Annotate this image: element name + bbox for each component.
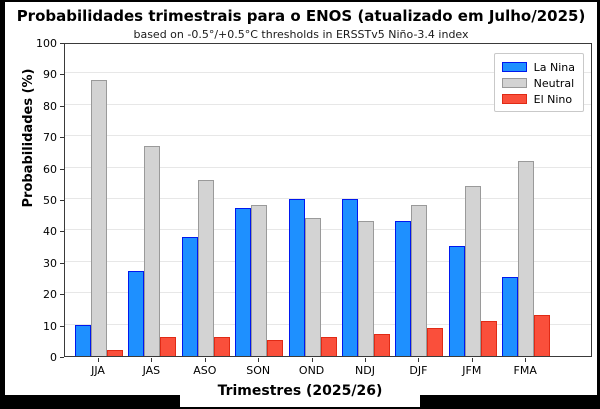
bar-SON-el-nino bbox=[267, 340, 284, 356]
bar-SON-neutral bbox=[251, 205, 268, 356]
y-tick-mark bbox=[60, 105, 64, 107]
gridline-10 bbox=[65, 323, 591, 325]
y-tick-mark bbox=[60, 74, 64, 76]
bar-JJA-la-nina bbox=[75, 325, 91, 356]
gridline-60 bbox=[65, 166, 591, 168]
x-tick-mark bbox=[311, 358, 313, 362]
y-tick-label-70: 70 bbox=[43, 131, 57, 145]
y-tick-mark bbox=[60, 231, 64, 233]
x-axis-label: Trimestres (2025/26) bbox=[180, 381, 420, 407]
x-tick-mark bbox=[365, 358, 366, 362]
y-tick-mark bbox=[60, 294, 64, 296]
bar-JJA-neutral bbox=[91, 80, 107, 356]
bar-ASO-neutral bbox=[197, 180, 214, 356]
bar-JJA-el-nino bbox=[107, 350, 123, 356]
x-tick-mark bbox=[471, 358, 473, 362]
bar-JAS-la-nina bbox=[128, 271, 145, 356]
x-tick-label-FMA: FMA bbox=[513, 364, 537, 377]
y-tick-mark bbox=[60, 262, 64, 264]
y-tick-label-40: 40 bbox=[43, 225, 57, 239]
bar-DJF-el-nino bbox=[427, 328, 444, 356]
legend-swatch-icon bbox=[501, 62, 527, 72]
bar-OND-el-nino bbox=[320, 337, 337, 356]
bar-JAS-neutral bbox=[144, 146, 161, 356]
legend-item-neutral: Neutral bbox=[501, 75, 575, 91]
x-tick-mark bbox=[418, 358, 420, 362]
y-tick-label-10: 10 bbox=[43, 319, 57, 333]
bar-ASO-la-nina bbox=[181, 237, 198, 356]
x-tick-mark bbox=[98, 358, 99, 362]
bar-JAS-el-nino bbox=[160, 337, 177, 356]
bar-OND-neutral bbox=[304, 218, 321, 356]
chart-subtitle: based on -0.5°/+0.5°C thresholds in ERSS… bbox=[133, 28, 469, 41]
gridline-50 bbox=[65, 198, 591, 199]
y-tick-label-20: 20 bbox=[43, 288, 57, 302]
bar-DJF-la-nina bbox=[395, 221, 412, 356]
y-tick-label-100: 100 bbox=[36, 37, 57, 50]
x-tick-label-JFM: JFM bbox=[462, 364, 482, 377]
gridline-70 bbox=[65, 135, 591, 137]
y-tick-label-90: 90 bbox=[43, 68, 57, 82]
chart-title: Probabilidades trimestrais para o ENOS (… bbox=[16, 7, 586, 25]
x-tick-label-ASO: ASO bbox=[193, 364, 217, 377]
x-tick-label-DJF: DJF bbox=[409, 364, 428, 377]
chart-figure: Probabilidades trimestrais para o ENOS (… bbox=[5, 2, 597, 407]
y-tick-label-60: 60 bbox=[43, 162, 57, 176]
legend-item-la-nina: La Nina bbox=[501, 59, 575, 75]
gridline-40 bbox=[65, 229, 591, 231]
bar-FMA-neutral bbox=[518, 161, 535, 356]
legend-label: La Nina bbox=[533, 60, 575, 74]
bar-DJF-neutral bbox=[411, 205, 428, 356]
x-tick-label-JJA: JJA bbox=[91, 364, 105, 377]
legend-item-el-nino: El Nino bbox=[501, 91, 575, 107]
bar-NDJ-la-nina bbox=[342, 199, 358, 356]
bar-OND-la-nina bbox=[288, 199, 305, 356]
bar-FMA-la-nina bbox=[502, 277, 519, 356]
y-tick-mark bbox=[60, 168, 64, 170]
y-tick-mark bbox=[60, 43, 64, 44]
y-tick-label-30: 30 bbox=[43, 256, 57, 270]
y-tick-label-80: 80 bbox=[43, 99, 57, 113]
bar-SON-la-nina bbox=[235, 208, 252, 356]
plot-area: La Nina Neutral El Nino bbox=[64, 43, 592, 357]
x-tick-label-OND: OND bbox=[298, 364, 325, 377]
y-tick-mark bbox=[60, 137, 64, 139]
legend-label: Neutral bbox=[533, 76, 575, 90]
legend: La Nina Neutral El Nino bbox=[493, 53, 584, 112]
bar-FMA-el-nino bbox=[534, 315, 551, 356]
bar-NDJ-neutral bbox=[358, 221, 374, 356]
x-tick-mark bbox=[151, 358, 153, 362]
x-tick-label-JAS: JAS bbox=[142, 364, 161, 377]
x-tick-mark bbox=[525, 358, 527, 362]
bar-JFM-la-nina bbox=[448, 246, 465, 356]
legend-swatch-icon bbox=[501, 94, 527, 104]
gridline-80 bbox=[65, 103, 591, 105]
x-tick-label-SON: SON bbox=[246, 364, 271, 377]
y-tick-label-50: 50 bbox=[43, 194, 57, 207]
y-tick-mark bbox=[60, 200, 64, 201]
gridline-20 bbox=[65, 292, 591, 294]
x-tick-mark bbox=[258, 358, 260, 362]
y-tick-mark bbox=[60, 357, 64, 358]
x-tick-mark bbox=[204, 358, 206, 362]
y-tick-label-0: 0 bbox=[50, 351, 57, 364]
gridline-30 bbox=[65, 260, 591, 262]
y-tick-mark bbox=[60, 325, 64, 327]
gridline-90 bbox=[65, 72, 591, 74]
bar-JFM-neutral bbox=[464, 186, 481, 356]
legend-label: El Nino bbox=[533, 92, 573, 106]
bar-NDJ-el-nino bbox=[374, 334, 390, 356]
bar-ASO-el-nino bbox=[213, 337, 230, 356]
legend-swatch-icon bbox=[501, 78, 527, 88]
x-tick-label-NDJ: NDJ bbox=[355, 364, 375, 377]
bar-JFM-el-nino bbox=[480, 321, 497, 356]
